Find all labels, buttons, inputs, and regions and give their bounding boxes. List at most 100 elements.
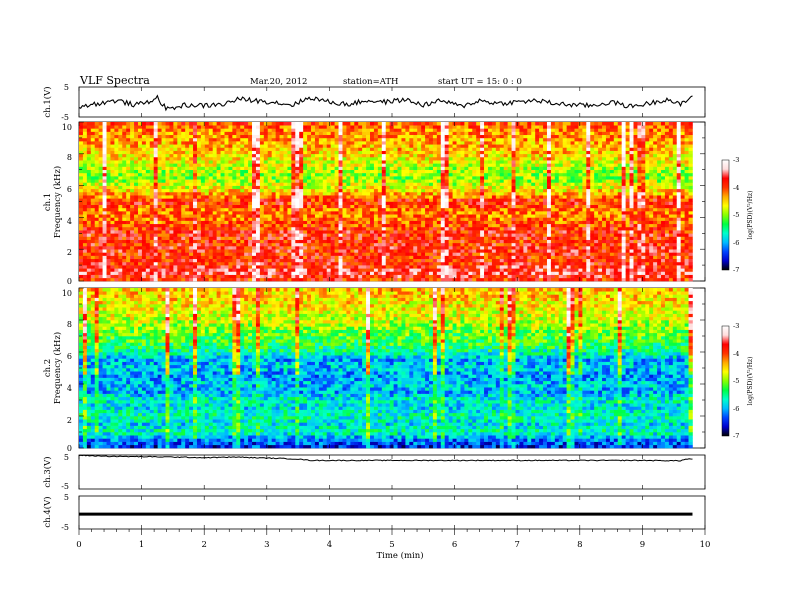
ch1-spectrogram-cell [259, 265, 265, 269]
ch1-spectrogram-cell [106, 214, 111, 218]
ch1-spectrogram-cell [326, 153, 331, 158]
ch1-spectrogram-cell [393, 274, 398, 279]
ch1-spectrogram-cell [377, 156, 383, 161]
ch1-spectrogram-cell [220, 185, 225, 190]
ch1-spectrogram-cell [98, 252, 103, 256]
ch1-spectrogram-cell [421, 191, 426, 196]
ch1-spectrogram-cell [334, 230, 339, 234]
ch1-spectrogram-cell [102, 226, 107, 231]
ch1-spectrogram-cell [425, 131, 430, 136]
ch1-spectrogram-cell [342, 150, 347, 155]
ch1-spectrogram-cell [448, 156, 453, 161]
ch1-spectrogram-cell [145, 217, 151, 221]
ch1-spectrogram-cell [236, 188, 241, 193]
ch1-spectrogram-cell [287, 179, 292, 183]
ch1-spectrogram-cell [346, 249, 351, 253]
ch1-spectrogram-cell [334, 261, 339, 266]
ch1-spectrogram-cell [82, 160, 88, 164]
ch1-spectrogram-cell [122, 277, 127, 282]
ch1-spectrogram-cell [318, 144, 324, 148]
ch1-spectrogram-cell [271, 265, 276, 269]
ch1-spectrogram-cell [114, 258, 119, 263]
ch1-spectrogram-cell [228, 204, 233, 209]
ch1-spectrogram-cell [106, 271, 111, 275]
ch1-spectrogram-cell [456, 249, 461, 253]
ch1-spectrogram-cell [79, 217, 84, 221]
ch1-spectrogram-cell [330, 163, 335, 167]
ch1-spectrogram-cell [346, 182, 351, 186]
ch1-spectrogram-cell [468, 252, 473, 256]
ch1-spectrogram-cell [169, 182, 174, 186]
ch1-spectrogram-cell [255, 122, 261, 126]
ch1-spectrogram-cell [362, 144, 367, 148]
ch1-spectrogram-cell [126, 185, 131, 190]
ch1-spectrogram-cell [432, 226, 438, 231]
ch1-spectrogram-cell [291, 134, 296, 139]
ch1-spectrogram-cell [240, 150, 245, 155]
ch1-spectrogram-cell [444, 169, 449, 174]
ch1-spectrogram-cell [326, 239, 331, 244]
ch1-spectrogram-cell [413, 163, 418, 167]
ch1-spectrogram-cell [275, 261, 280, 266]
ch1-spectrogram-cell [149, 182, 155, 186]
ch1-spectrogram-cell [287, 239, 292, 244]
ch1-spectrogram-cell [153, 214, 158, 218]
ch1-spectrogram-cell [425, 198, 430, 202]
ch1-spectrogram-cell [216, 268, 221, 272]
ch1-spectrogram-cell [413, 220, 418, 225]
ch1-spectrogram-cell [122, 195, 127, 199]
ch1-spectrogram-cell [373, 230, 379, 234]
ch1-spectrogram-cell [440, 226, 446, 231]
ch1-spectrogram-cell [248, 261, 253, 266]
ch1-spectrogram-cell [338, 230, 343, 234]
ch1-spectrogram-cell [397, 214, 402, 218]
ch1-spectrogram-cell [421, 201, 426, 205]
ch1-spectrogram-cell [267, 198, 272, 202]
ch1-spectrogram-cell [429, 211, 434, 215]
ch1-spectrogram-cell [196, 271, 202, 275]
ch1-spectrogram-cell [252, 233, 257, 237]
ch1-spectrogram-cell [173, 141, 178, 145]
ch1-spectrogram-cell [358, 261, 363, 266]
ch1-spectrogram-cell [346, 153, 351, 158]
ch1-spectrogram-cell [79, 261, 84, 266]
ch1-spectrogram-cell [370, 153, 375, 158]
ch1-spectrogram-cell [161, 182, 166, 186]
ch1-spectrogram-cell [448, 214, 453, 218]
ch1-spectrogram-cell [271, 137, 276, 142]
ch1-spectrogram-cell [114, 255, 119, 260]
ch1-spectrogram-cell [429, 169, 434, 174]
ch1-spectrogram-cell [385, 204, 390, 209]
ch1-spectrogram-cell [409, 214, 414, 218]
ch1-spectrogram-cell [106, 277, 111, 282]
ch1-spectrogram-cell [134, 211, 139, 215]
ch1-spectrogram-cell [118, 220, 123, 225]
ch1-spectrogram-cell [240, 131, 245, 136]
ch1-spectrogram-cell [161, 277, 166, 282]
ch1-spectrogram-cell [338, 249, 343, 253]
ch1-spectrogram-cell [409, 179, 414, 183]
ch1-spectrogram-cell [216, 131, 221, 136]
ch1-spectrogram-cell [460, 230, 465, 234]
ch1-spectrogram-cell [263, 182, 269, 186]
ch1-spectrogram-cell [173, 268, 178, 272]
ch1-spectrogram-cell [212, 176, 217, 180]
ch1-spectrogram-cell [432, 172, 438, 177]
ch1-spectrogram-cell [370, 147, 375, 151]
ch1-spectrogram-cell [169, 277, 174, 282]
ch1-spectrogram-cell [236, 211, 241, 215]
ch1-spectrogram-cell [417, 150, 422, 155]
ch1-spectrogram-cell [240, 160, 245, 164]
ch1-spectrogram-cell [460, 125, 465, 129]
ch1-spectrogram-cell [267, 137, 272, 142]
ch1-spectrogram-cell [421, 150, 426, 155]
ch1-spectrogram-cell [94, 156, 99, 161]
ch1-spectrogram-cell [318, 188, 324, 193]
ch1-spectrogram-cell [90, 255, 96, 260]
ch1-spectrogram-cell [295, 246, 300, 250]
ch1-spectrogram-cell [114, 261, 119, 266]
ch1-spectrogram-cell [311, 188, 316, 193]
ch1-spectrogram-cell [165, 236, 170, 240]
ch1-spectrogram-cell [303, 265, 308, 269]
ch1-spectrogram-cell [346, 191, 351, 196]
